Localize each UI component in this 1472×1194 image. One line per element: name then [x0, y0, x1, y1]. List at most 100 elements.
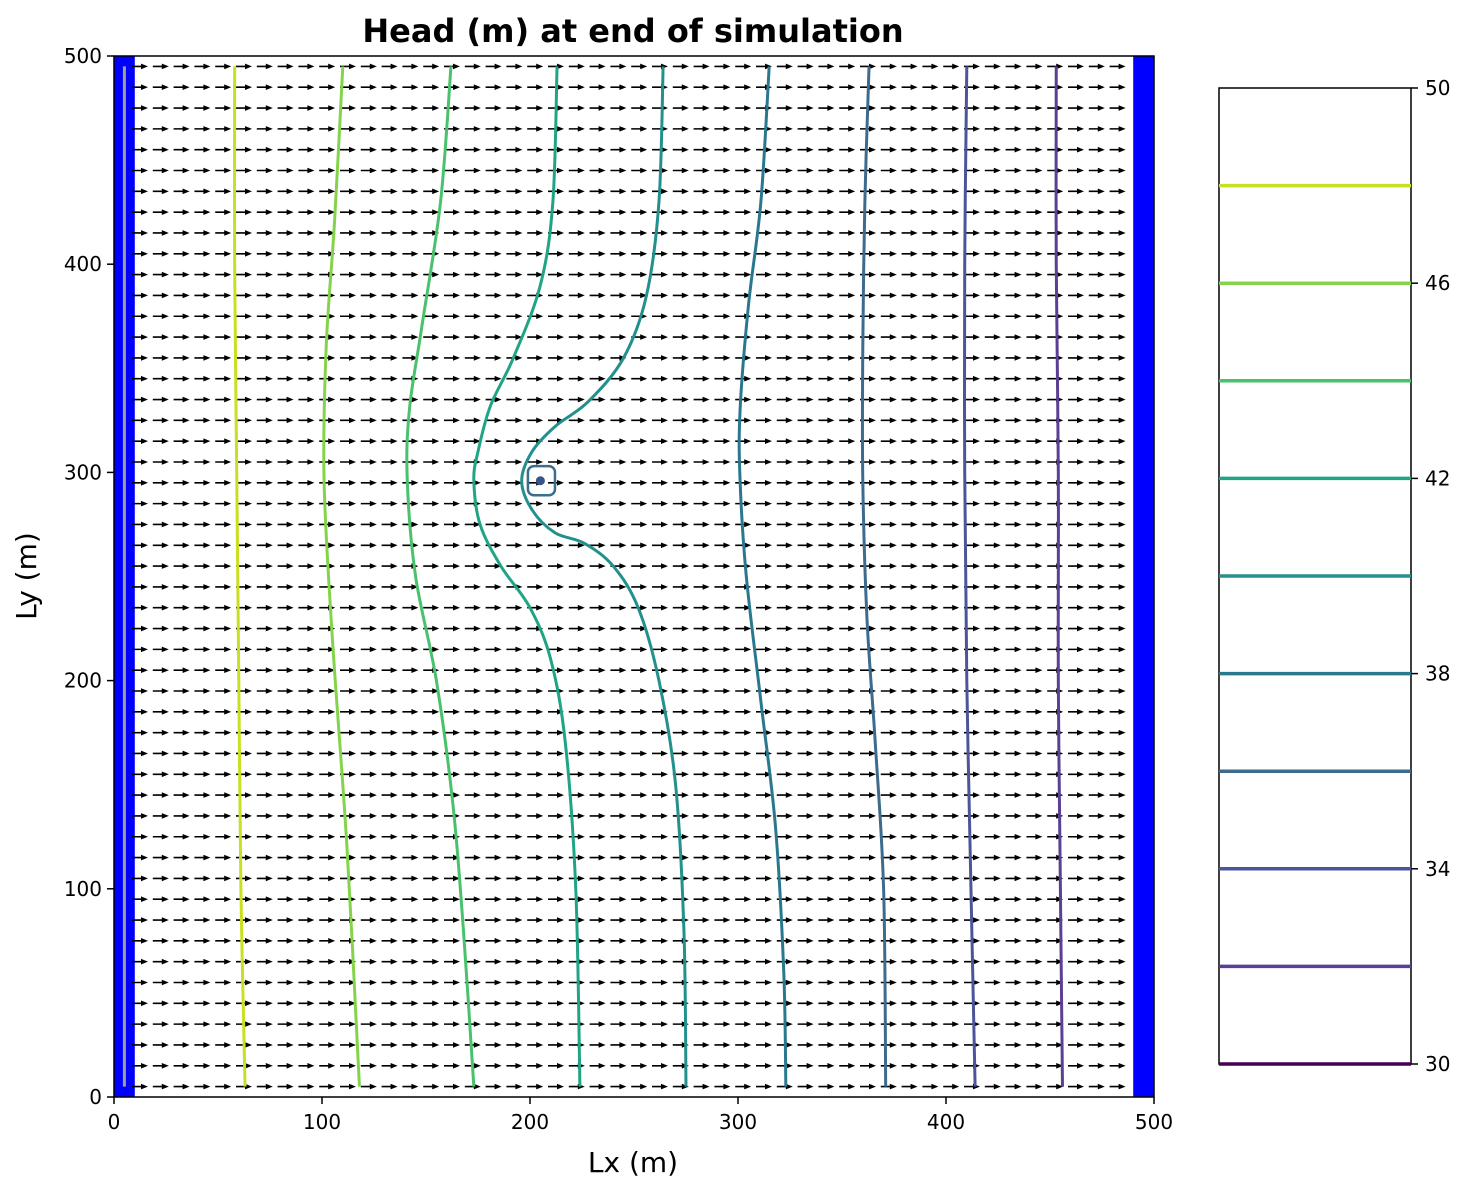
flow-arrow: [527, 459, 544, 465]
flow-arrow: [1088, 709, 1105, 715]
flow-arrow: [402, 126, 419, 132]
flow-arrow: [1005, 542, 1022, 549]
flow-arrow: [818, 209, 835, 215]
flow-arrow: [485, 709, 502, 715]
flow-arrow: [818, 355, 835, 361]
flow-arrow: [215, 833, 232, 840]
flow-arrow: [1109, 1042, 1126, 1048]
flow-arrow: [256, 63, 273, 70]
flow-arrow: [444, 1000, 460, 1007]
flow-arrow: [693, 1021, 710, 1027]
flow-arrow: [1026, 958, 1043, 965]
flow-arrow: [256, 854, 273, 861]
flow-arrow: [485, 355, 502, 361]
flow-arrow: [860, 563, 876, 569]
flow-arrow: [922, 230, 939, 236]
flow-arrow: [943, 417, 960, 424]
flow-arrow: [568, 625, 585, 632]
flow-arrow: [194, 688, 211, 694]
flow-arrow: [610, 542, 627, 549]
flow-arrow: [340, 438, 356, 444]
flow-arrow: [152, 813, 169, 819]
flow-arrow: [215, 854, 232, 861]
flow-arrow: [1005, 1083, 1022, 1090]
flow-arrow: [444, 896, 460, 903]
flow-arrow: [984, 1021, 1001, 1027]
flow-arrow: [589, 292, 606, 299]
flow-arrow: [880, 625, 897, 632]
flow-arrow: [735, 396, 752, 403]
flow-arrow: [922, 938, 939, 944]
flow-arrow: [901, 1000, 918, 1007]
flow-arrow: [901, 646, 918, 653]
flow-arrow: [818, 813, 835, 819]
flow-arrow: [693, 792, 710, 798]
flow-arrow: [589, 1042, 606, 1048]
flow-arrow: [132, 1042, 148, 1048]
flow-arrow: [444, 646, 460, 653]
flow-arrow: [922, 729, 939, 736]
flow-arrow: [756, 250, 772, 257]
flow-arrow: [652, 1000, 668, 1007]
flow-arrow: [527, 334, 544, 340]
flow-arrow: [818, 84, 835, 91]
y-tick-label: 0: [89, 1085, 102, 1109]
flow-arrow: [631, 667, 648, 673]
flow-arrow: [215, 396, 232, 403]
flow-arrow: [860, 1000, 876, 1007]
flow-arrow: [1005, 63, 1022, 70]
flow-arrow: [256, 292, 273, 299]
flow-arrow: [152, 667, 169, 673]
flow-arrow: [277, 917, 294, 923]
flow-arrow: [277, 1042, 294, 1048]
flow-arrow: [298, 375, 315, 382]
flow-arrow: [360, 917, 377, 923]
flow-arrow: [132, 271, 148, 278]
flow-arrow: [1088, 1083, 1105, 1090]
flow-arrow: [672, 521, 689, 528]
flow-arrow: [444, 771, 460, 778]
flow-arrow: [194, 230, 211, 236]
flow-arrow: [215, 750, 232, 757]
flow-arrow: [1109, 917, 1126, 923]
flow-arrow: [485, 917, 502, 923]
flow-arrow: [548, 958, 564, 965]
flow-arrow: [797, 355, 814, 361]
flow-arrow: [839, 729, 856, 736]
flow-arrow: [1109, 167, 1126, 174]
flow-arrow: [1047, 917, 1064, 923]
flow-arrow: [693, 417, 710, 424]
flow-arrow: [839, 833, 856, 840]
flow-arrow: [1047, 1083, 1064, 1090]
flow-arrow: [277, 313, 294, 320]
flow-arrow: [984, 438, 1001, 444]
flow-arrow: [319, 688, 336, 694]
flow-arrow: [589, 938, 606, 944]
flow-arrow: [340, 105, 356, 111]
flow-arrow: [652, 355, 668, 361]
flow-arrow: [1109, 146, 1126, 153]
flow-arrow: [298, 584, 315, 590]
flow-arrow: [984, 604, 1001, 611]
flow-arrow: [485, 1000, 502, 1007]
flow-arrow: [381, 584, 398, 590]
flow-arrow: [1026, 375, 1043, 382]
flow-arrow: [901, 250, 918, 257]
flow-arrow: [1005, 958, 1022, 965]
flow-arrow: [298, 334, 315, 340]
flow-arrow: [964, 854, 980, 861]
flow-arrow: [381, 375, 398, 382]
flow-arrow: [256, 396, 273, 403]
flow-arrow: [319, 375, 336, 382]
x-axis-title: Lx (m): [588, 1146, 678, 1179]
flow-arrow: [1068, 396, 1084, 403]
flow-arrow: [423, 813, 440, 819]
flow-arrow: [1109, 792, 1126, 798]
flow-arrow: [132, 105, 148, 111]
flow-arrow: [901, 584, 918, 590]
flow-arrow: [1005, 500, 1022, 507]
flow-arrow: [797, 63, 814, 70]
flow-arrow: [1068, 126, 1084, 132]
flow-arrow: [548, 646, 564, 653]
flow-arrow: [277, 375, 294, 382]
